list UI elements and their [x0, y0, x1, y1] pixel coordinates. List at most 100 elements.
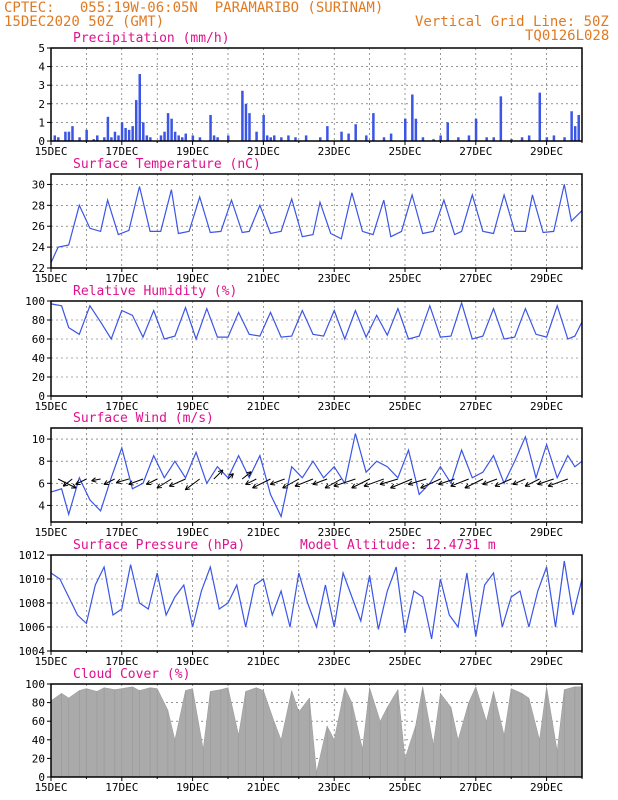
panel-title: Precipitation (mm/h)	[73, 31, 230, 46]
x-tick-label: 19DEC	[176, 400, 209, 413]
precip-bar	[354, 124, 357, 141]
precip-panel: 0 1 2 3 4 5 15DEC 17DEC 19DEC 21DEC 23DEC 25DEC 27DE…	[34, 31, 583, 158]
y-tick-label: 4	[38, 61, 45, 74]
x-tick-label: 15DEC	[34, 272, 67, 285]
x-tick-label: 15DEC	[34, 145, 67, 158]
wind-arrow	[169, 478, 186, 487]
wind-arrowhead	[547, 482, 554, 488]
wind-arrowhead	[282, 483, 288, 489]
precip-bar	[467, 135, 471, 141]
precip-bar	[198, 137, 202, 141]
wind-arrow	[324, 478, 342, 489]
precip-bar	[85, 129, 88, 141]
precip-bar	[149, 137, 152, 141]
x-tick-label: 25DEC	[388, 400, 421, 413]
x-tick-label: 15DEC	[34, 526, 67, 539]
precip-bar	[57, 137, 60, 141]
wind-arrow	[128, 478, 144, 485]
precip-bar	[191, 135, 195, 141]
precip-bar	[124, 127, 127, 141]
y-tick-label: 0	[38, 390, 45, 403]
precip-bar	[117, 135, 120, 141]
panel-frame	[50, 300, 583, 397]
y-tick-label: 20	[32, 371, 45, 384]
wind-arrow	[390, 478, 413, 489]
wind-arrow	[464, 478, 484, 489]
cloud-area	[50, 686, 583, 778]
pressure-panel: 1004 1006 1008 1010 1012 15DEC 17DEC 19DEC 21DEC…	[19, 538, 583, 668]
wind-arrowhead	[294, 482, 300, 488]
x-tick-label: 17DEC	[105, 145, 138, 158]
y-tick-label: 20	[32, 752, 45, 765]
precip-bar	[474, 118, 478, 141]
x-tick-label: 29DEC	[530, 145, 563, 158]
y-tick-label: 28	[32, 199, 45, 212]
y-tick-label: 40	[32, 352, 45, 365]
wind-arrowhead	[464, 483, 470, 489]
precip-bar	[96, 135, 99, 141]
y-tick-label: 1	[38, 116, 45, 129]
x-tick-label: 29DEC	[530, 400, 563, 413]
x-tick-label: 15DEC	[34, 781, 67, 794]
precip-bar	[131, 126, 134, 141]
x-tick-label: 19DEC	[176, 781, 209, 794]
rh-line	[50, 300, 583, 341]
precip-bar	[570, 111, 573, 141]
wind-arrowhead	[407, 480, 414, 486]
y-tick-label: 0	[38, 135, 45, 148]
precip-bar	[269, 137, 272, 141]
panel-title: Relative Humidity (%)	[73, 284, 237, 299]
precip-bar	[180, 137, 184, 141]
wind-arrowhead	[75, 480, 81, 485]
wind-arrowhead	[252, 483, 258, 489]
precip-bar	[520, 137, 524, 141]
x-tick-label: 17DEC	[105, 400, 138, 413]
x-tick-label: 27DEC	[459, 655, 492, 668]
precip-bar	[340, 131, 343, 141]
precip-bar	[262, 114, 265, 141]
wind-arrow	[547, 478, 569, 487]
precip-bar	[552, 135, 556, 141]
y-tick-label: 100	[25, 678, 45, 691]
precip-bar	[177, 135, 180, 141]
precip-bar	[216, 137, 219, 141]
wind-arrowhead	[524, 481, 531, 487]
panel-title: Surface Pressure (hPa)	[73, 538, 245, 553]
wind-arrow	[312, 478, 328, 485]
precip-bar	[106, 116, 110, 141]
rh-panel: 0 20 40 60 80 100 15DEC 17DEC 19DEC 21DEC 23DEC 25D…	[25, 284, 583, 413]
precip-bar	[53, 135, 57, 141]
y-tick-label: 6	[38, 477, 45, 490]
wind-arrowhead	[103, 480, 109, 485]
x-tick-label: 29DEC	[530, 655, 563, 668]
x-tick-label: 25DEC	[388, 145, 421, 158]
wind-arrow	[103, 478, 115, 485]
x-tick-label: 15DEC	[34, 400, 67, 413]
precip-bar	[64, 131, 67, 141]
x-tick-label: 21DEC	[247, 526, 280, 539]
precip-bar	[457, 137, 460, 141]
wind-arrow	[294, 478, 314, 487]
wind-arrow	[379, 478, 399, 485]
wind-arrow	[270, 478, 285, 485]
y-tick-label: 26	[32, 220, 45, 233]
x-tick-label: 21DEC	[247, 145, 280, 158]
precip-bar	[404, 118, 407, 141]
wind-arrow	[241, 471, 252, 480]
y-tick-label: 4	[38, 499, 45, 512]
wind-arrowhead	[363, 482, 369, 488]
precip-bar	[372, 113, 375, 141]
precip-bar	[127, 129, 131, 141]
precip-bar	[446, 122, 449, 141]
wind-arrowhead	[324, 483, 331, 489]
x-tick-label: 29DEC	[530, 272, 563, 285]
header-datetime: 15DEC2020 50Z (GMT)	[4, 14, 165, 30]
wind-arrow	[282, 478, 300, 489]
wind-arrow	[537, 478, 554, 485]
x-tick-label: 27DEC	[459, 272, 492, 285]
panel-title: Cloud Cover (%)	[73, 667, 190, 682]
precip-bar	[347, 133, 350, 141]
wind-arrow	[363, 478, 384, 487]
y-tick-label: 1004	[19, 645, 46, 658]
